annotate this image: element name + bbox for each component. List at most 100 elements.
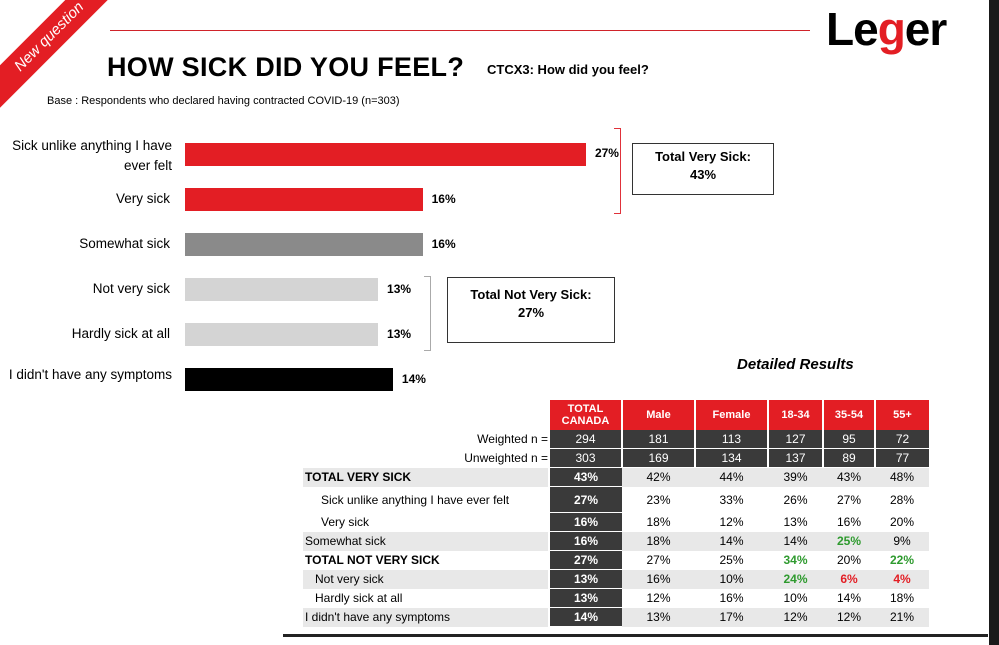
- table-cell: 17%: [695, 607, 768, 627]
- table-cell: 13%: [622, 607, 695, 627]
- table-cell: 13%: [783, 515, 808, 529]
- row-label: Very sick: [321, 515, 370, 529]
- footer-rule: [283, 634, 988, 637]
- bar-value-label: 13%: [387, 327, 412, 341]
- table-cell: 127: [767, 430, 823, 449]
- table-cell: 169: [621, 448, 695, 468]
- detailed-results-title: Detailed Results: [737, 356, 854, 373]
- table-cell: 43%: [823, 467, 875, 487]
- table-cell: 9%: [875, 531, 929, 551]
- table-cell: 22%: [889, 553, 915, 567]
- row-label: TOTAL VERY SICK: [303, 467, 549, 487]
- table-cell: 12%: [823, 607, 875, 627]
- table-cell: 26%: [783, 492, 808, 507]
- table-row: Not very sick 13% 16% 10% 24% 6% 4%: [303, 569, 929, 589]
- table-cell: 44%: [695, 467, 768, 487]
- table-cell: 48%: [875, 467, 929, 487]
- table-cell: 303: [548, 448, 622, 468]
- total-not-very-sick-label: Total Not Very Sick:: [470, 287, 592, 302]
- table-cell: 27%: [548, 486, 622, 513]
- table-cell: 16%: [548, 512, 622, 532]
- very-sick-bracket: [614, 128, 621, 214]
- table-row: Very sick 16% 18% 12% 13% 16% 20%: [303, 512, 929, 532]
- category-label: Not very sick: [92, 281, 170, 296]
- bar: [185, 278, 379, 301]
- table-row: Somewhat sick 16% 18% 14% 14% 25% 9%: [303, 531, 929, 551]
- table-cell: 24%: [768, 569, 823, 589]
- table-cell: 33%: [719, 492, 744, 507]
- table-cell: 34%: [783, 553, 808, 567]
- row-label: Hardly sick at all: [315, 591, 403, 605]
- table-cell: 18%: [889, 591, 915, 605]
- unweighted-row: Unweighted n = 303 169 134 137 89 77: [303, 448, 929, 468]
- table-row: TOTAL NOT VERY SICK 27% 27% 25% 34% 20% 22%: [303, 550, 929, 570]
- col-header: 55+: [874, 400, 929, 430]
- table-cell: 39%: [768, 467, 823, 487]
- category-label: Hardly sick at all: [71, 326, 170, 341]
- table-cell: 28%: [889, 492, 915, 507]
- table-cell: 10%: [783, 591, 808, 605]
- unweighted-label: Unweighted n =: [464, 451, 548, 465]
- page-title: HOW SICK DID YOU FEEL?: [107, 52, 465, 82]
- table-cell: 181: [621, 430, 695, 449]
- table-cell: 27%: [836, 492, 862, 507]
- bar-value-label: 16%: [431, 192, 456, 206]
- table-cell: 25%: [823, 531, 875, 551]
- total-not-very-sick-box: Total Not Very Sick: 27%: [447, 277, 615, 343]
- question-code: CTCX3: How did you feel?: [487, 62, 649, 77]
- table-cell: 23%: [646, 492, 671, 507]
- table-cell: 134: [694, 448, 768, 468]
- bar-value-label: 27%: [594, 146, 619, 160]
- bar: [185, 188, 423, 211]
- table-cell: 20%: [889, 515, 915, 529]
- table-header-row: TOTAL CANADA Male Female 18-34 35-54 55+: [303, 400, 929, 430]
- bar: [185, 143, 586, 166]
- bar: [185, 323, 379, 346]
- row-label: Not very sick: [303, 569, 549, 589]
- table-row: I didn't have any symptoms 14% 13% 17% 12% 12…: [303, 607, 929, 627]
- table-cell: 42%: [622, 467, 695, 487]
- base-note: Base : Respondents who declared having c…: [47, 95, 400, 107]
- total-very-sick-value: 43%: [689, 167, 717, 182]
- total-very-sick-label: Total Very Sick:: [655, 149, 751, 164]
- table-row: TOTAL VERY SICK 43% 42% 44% 39% 43% 48%: [303, 467, 929, 487]
- table-cell: 89: [822, 448, 875, 468]
- table-row: Hardly sick at all 13% 12% 16% 10% 14% 18%: [303, 588, 929, 608]
- table-cell: 72: [874, 430, 929, 449]
- table-cell: 16%: [719, 591, 744, 605]
- weighted-row: Weighted n = 294 181 113 127 95 72: [303, 430, 929, 449]
- table-cell: 13%: [548, 588, 622, 608]
- total-not-very-sick-value: 27%: [517, 305, 545, 320]
- table-cell: 4%: [875, 569, 929, 589]
- table-cell: 77: [874, 448, 929, 468]
- table-cell: 25%: [719, 553, 744, 567]
- col-header: Female: [694, 400, 768, 430]
- table-cell: 10%: [695, 569, 768, 589]
- table-cell: 14%: [768, 531, 823, 551]
- category-label: Very sick: [115, 191, 170, 206]
- table-cell: 16%: [622, 569, 695, 589]
- table-cell: 6%: [823, 569, 875, 589]
- table-cell: 43%: [548, 467, 622, 487]
- table-cell: 14%: [695, 531, 768, 551]
- table-cell: 12%: [768, 607, 823, 627]
- table-cell: 16%: [836, 515, 862, 529]
- header-rule: [110, 30, 810, 31]
- table-cell: 14%: [836, 591, 862, 605]
- table-cell: 95: [822, 430, 875, 449]
- table-cell: 294: [548, 430, 622, 449]
- bar-value-label: 16%: [431, 237, 456, 251]
- category-label: I didn't have any symptoms: [8, 367, 172, 382]
- table-cell: 18%: [622, 531, 695, 551]
- col-header: TOTAL CANADA: [548, 400, 622, 430]
- col-header: 35-54: [822, 400, 875, 430]
- table-cell: 21%: [875, 607, 929, 627]
- category-label: Somewhat sick: [79, 236, 170, 251]
- table-cell: 12%: [719, 515, 744, 529]
- table-cell: 13%: [548, 569, 622, 589]
- table-cell: 14%: [548, 607, 622, 627]
- table-cell: 20%: [836, 553, 862, 567]
- table-cell: 18%: [646, 515, 671, 529]
- not-very-sick-bracket: [424, 276, 431, 351]
- bar: [185, 233, 423, 256]
